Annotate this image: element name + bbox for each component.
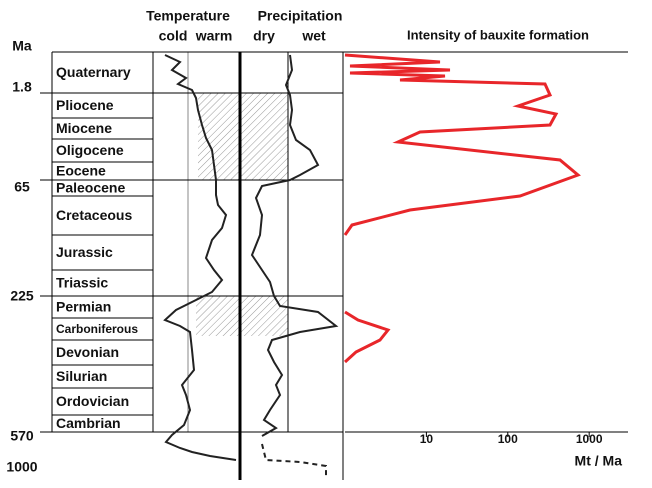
- period-label: Eocene: [56, 163, 106, 179]
- intensity-curve: [343, 53, 581, 364]
- period-label: Devonian: [56, 344, 119, 360]
- age-label: 570: [10, 428, 34, 444]
- frame: [40, 51, 628, 480]
- period-label: Cambrian: [56, 415, 121, 431]
- hatch: [196, 296, 288, 336]
- period-label: Ordovician: [56, 393, 129, 409]
- panel-title: Temperature: [146, 8, 230, 24]
- period-label: Cretaceous: [56, 207, 132, 223]
- panel-right: wet: [301, 28, 326, 44]
- panel-left: dry: [253, 28, 275, 44]
- period-label: Jurassic: [56, 244, 113, 260]
- hatch: [198, 138, 288, 180]
- panel-title: Precipitation: [258, 8, 343, 24]
- age-label: 225: [10, 288, 34, 304]
- period-label: Permian: [56, 299, 111, 315]
- precipitation-curve: [250, 54, 339, 437]
- temperature-curve: [163, 54, 237, 461]
- age-label: 65: [14, 179, 30, 195]
- period-label: Silurian: [56, 368, 107, 384]
- chart-title: Intensity of bauxite formation: [407, 27, 589, 42]
- x-axis-label: Mt / Ma: [575, 453, 623, 469]
- age-label: 1000: [6, 459, 37, 475]
- x-tick-label: 1000: [576, 432, 603, 446]
- period-label: Oligocene: [56, 142, 124, 158]
- period-label: Miocene: [56, 120, 112, 136]
- x-tick-label: 10: [420, 432, 434, 446]
- precipitation-curve-dashed: [261, 443, 327, 476]
- x-tick-label: 100: [498, 432, 518, 446]
- period-label: Quaternary: [56, 64, 131, 80]
- panel-left: cold: [159, 28, 188, 44]
- panel-right: warm: [195, 28, 233, 44]
- age-label: 1.8: [12, 79, 32, 95]
- y-axis-label: Ma: [12, 38, 32, 54]
- period-label: Triassic: [56, 275, 108, 291]
- period-label: Pliocene: [56, 97, 114, 113]
- period-label: Carboniferous: [56, 322, 138, 336]
- period-label: Paleocene: [56, 180, 125, 196]
- hatch: [198, 93, 288, 138]
